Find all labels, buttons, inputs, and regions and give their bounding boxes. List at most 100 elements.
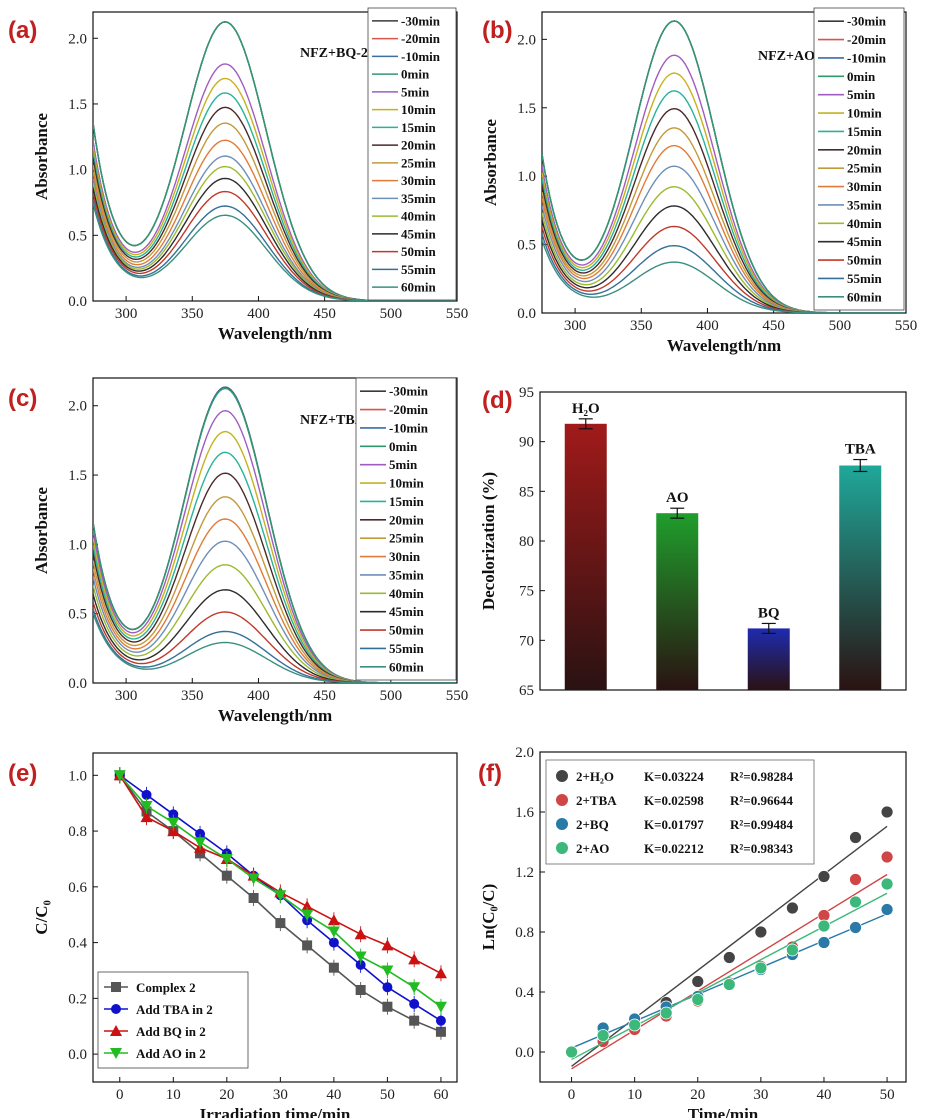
data-point [113, 770, 126, 782]
spectrum-line-12 [542, 205, 905, 313]
panel-title: NFZ+BQ-2 [300, 46, 368, 61]
spectrum-line-13 [542, 225, 905, 313]
legend-k: K=0.01797 [644, 817, 704, 832]
series-line [119, 774, 442, 975]
data-point [849, 831, 862, 844]
y-tick-label: 95 [519, 385, 534, 401]
spectrum-line-9 [93, 518, 456, 683]
legend-k: K=0.03224 [644, 769, 704, 784]
data-point [301, 909, 314, 921]
bar-label: AO [666, 490, 689, 506]
x-axis-label: Irradiation time/min [200, 1105, 351, 1118]
axes-frame [539, 751, 907, 1083]
legend-name: 2+BQ [576, 817, 609, 832]
axes-frame [92, 752, 458, 1083]
series-2 [113, 767, 447, 982]
y-tick-label: 90 [519, 435, 534, 451]
data-point [880, 903, 894, 916]
legend-entry: 0min [847, 69, 876, 84]
legend-marker [110, 1048, 122, 1059]
x-tick-label: 300 [115, 306, 138, 322]
legend-entry: 45min [401, 226, 436, 241]
spectrum-line-11 [93, 564, 456, 683]
bar-2 [747, 628, 790, 690]
spectrum-line-10 [542, 165, 905, 313]
legend-entry: 0min [401, 67, 430, 82]
legend-k: K=0.02598 [644, 793, 704, 808]
y-tick-label: 1.5 [517, 101, 536, 117]
x-tick-label: 30 [273, 1087, 288, 1103]
panel-label: (d) [482, 387, 513, 414]
y-tick-label: 1.0 [68, 768, 87, 784]
legend-marker [111, 982, 121, 992]
data-point [195, 828, 206, 839]
legend-marker [556, 794, 568, 806]
data-point [434, 967, 447, 979]
data-point [817, 919, 831, 933]
x-tick-label: 450 [313, 306, 336, 322]
fit-line [571, 873, 888, 1070]
spectrum-line-15 [542, 239, 905, 313]
data-point [754, 961, 768, 975]
data-point [849, 873, 862, 886]
legend-name: 2+AO [576, 841, 609, 856]
y-tick-label: 0.0 [68, 1047, 87, 1063]
data-point [880, 805, 894, 819]
panel-f: 0 10 20 30 40 50 0.0 0.4 0.8 1.2 1.6 2.0 Time/min Ln(… [478, 745, 907, 1118]
data-point [301, 900, 314, 912]
y-tick-label: 0.0 [68, 294, 87, 310]
data-point [434, 1001, 447, 1013]
data-point [880, 877, 894, 891]
x-tick-label: 10 [166, 1087, 181, 1103]
panel-label: (e) [8, 760, 37, 787]
data-point [327, 914, 340, 926]
spectrum-line-11 [93, 165, 456, 301]
spectrum-line-8 [93, 122, 456, 301]
data-point [381, 965, 394, 977]
y-tick-label: 65 [519, 683, 534, 699]
legend-entry: 45min [389, 604, 424, 619]
panel-c: 300 350 400 450 500 550 0.0 0.5 1.0 1.5 2.0 Wavelen… [8, 377, 468, 725]
data-point [382, 1001, 393, 1012]
data-point [596, 1029, 610, 1042]
spectra [93, 386, 456, 683]
spectrum-line-5 [93, 77, 456, 301]
x-tick-label: 350 [181, 306, 204, 322]
data-point [817, 870, 831, 883]
data-point [722, 951, 736, 964]
legend-name: 2+H₂O [576, 769, 614, 784]
spectrum-line-9 [542, 144, 905, 313]
legend-entry: 10min [389, 476, 424, 491]
spectrum-line-7 [542, 107, 905, 313]
spectrum-line-6 [93, 92, 456, 301]
y-tick-label: 70 [519, 633, 534, 649]
y-tick-label: 2.0 [517, 32, 536, 48]
x-tick-label: 0 [116, 1087, 124, 1103]
data-point [354, 928, 367, 940]
data-point [167, 817, 180, 829]
data-point [880, 850, 894, 864]
legend-entry: 60min [389, 659, 424, 674]
panel-d: 65 70 75 80 85 90 95 Decolorization (%) H₂O AO BQ T… [479, 385, 907, 699]
x-tick-label: 50 [880, 1087, 895, 1103]
spectrum-line-15 [93, 612, 456, 683]
x-tick-label: 0 [568, 1087, 576, 1103]
x-tick-label: 400 [247, 688, 270, 704]
legend-entry: 50min [401, 244, 436, 259]
axes: 0 10 20 30 40 50 60 0.0 0.2 0.4 0.6 0.8 1.0 Irradiati… [32, 752, 458, 1118]
legend-entry: 20min [847, 142, 882, 157]
data-point [408, 982, 421, 994]
y-tick-label: 85 [519, 484, 534, 500]
legend-entry: Add TBA in 2 [136, 1002, 213, 1017]
bar-label: TBA [845, 442, 876, 458]
legend-marker [556, 818, 568, 830]
spectrum-line-9 [93, 139, 456, 301]
data-point [409, 1015, 420, 1026]
data-point [565, 1045, 578, 1059]
legend-entry: -20min [389, 402, 429, 417]
legend-entry: 10min [847, 106, 882, 121]
y-tick-label: 0.0 [517, 306, 536, 322]
data-point [220, 853, 233, 865]
legend: -30min -20min -10min 0min 5min 10min 15min 20mi… [813, 7, 905, 311]
axes: 300 350 400 450 500 550 0.0 0.5 1.0 1.5 2.0 Wavelen… [32, 377, 468, 725]
